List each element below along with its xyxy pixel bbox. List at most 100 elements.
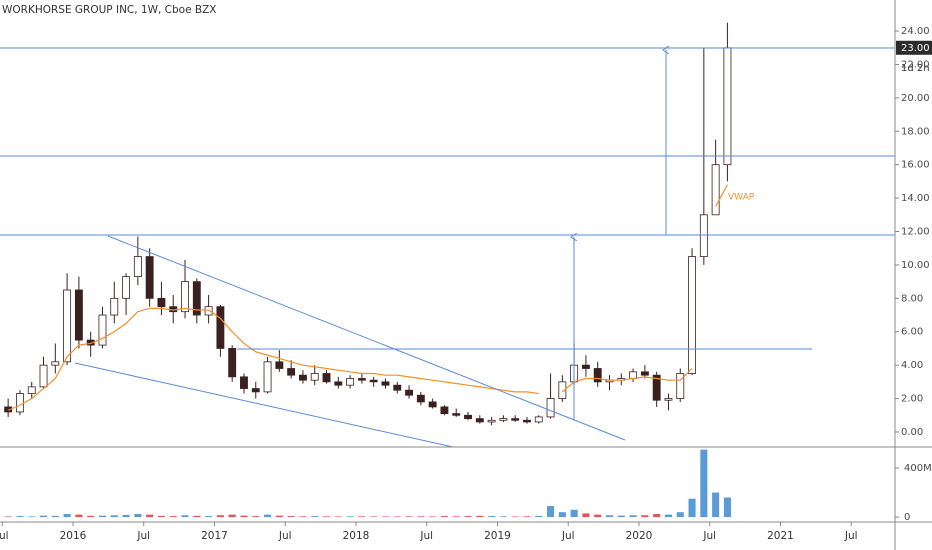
volume-bar <box>629 515 637 518</box>
candle-body <box>310 373 319 381</box>
x-tick-label: 2020 <box>626 530 653 542</box>
candle-body <box>157 297 166 308</box>
x-tick-label: Jul <box>561 530 575 542</box>
volume-bar <box>4 516 12 518</box>
volume-bar <box>334 516 342 518</box>
y-tick-label: 22.00 <box>901 59 930 70</box>
candle-body <box>4 406 13 413</box>
candle-body <box>640 371 649 376</box>
volume-tick-label: 0 <box>904 512 910 523</box>
candle-body <box>181 281 189 313</box>
volume-bar <box>499 516 507 518</box>
volume-bar <box>617 515 625 518</box>
x-tick-label: Jul <box>278 530 292 542</box>
candle-body <box>240 376 248 389</box>
candle-body <box>546 398 555 418</box>
y-tick-label: 0.00 <box>901 427 923 438</box>
volume-bar <box>417 516 425 518</box>
volume-tick-label: 400M <box>904 463 932 474</box>
candle-body <box>475 418 484 423</box>
volume-bar <box>134 514 142 518</box>
volume-bar <box>570 509 578 518</box>
volume-bar <box>688 498 696 518</box>
candle-body <box>192 281 201 316</box>
drawings <box>0 48 895 448</box>
candle-body <box>204 306 213 316</box>
volume-bar <box>535 515 543 518</box>
candle-body <box>15 393 24 413</box>
countdown: 1d 2h <box>901 63 930 74</box>
x-tick-label: Jul <box>702 530 716 542</box>
candle-body <box>63 289 72 363</box>
x-tick-label: Jul <box>0 530 9 542</box>
volume-bar <box>452 516 460 518</box>
volume-bar <box>252 516 260 518</box>
x-tick-label: Jul <box>136 530 150 542</box>
candle-body <box>676 373 685 399</box>
candle-body <box>51 361 60 366</box>
volume-bar <box>547 506 555 518</box>
volume-bar <box>122 514 130 518</box>
y-tick-label: 6.00 <box>901 327 923 338</box>
volume-bar <box>311 516 319 518</box>
plot <box>4 22 732 426</box>
volume-bar <box>110 515 118 518</box>
candle-body <box>287 368 296 376</box>
volume-bar <box>39 515 48 518</box>
volume-bar <box>464 516 472 518</box>
candle-body <box>393 384 402 391</box>
candle-body <box>98 314 107 346</box>
volume-bar <box>146 514 154 518</box>
candle-body <box>110 297 119 316</box>
candle-body <box>452 413 461 416</box>
candle-body <box>39 364 48 388</box>
candle-body <box>593 368 602 383</box>
candle-body <box>381 381 390 386</box>
volume-bar <box>287 516 295 518</box>
volume-bar <box>511 516 519 518</box>
volume-bar <box>87 515 95 518</box>
candle-body <box>133 256 142 278</box>
volume-bar <box>169 516 177 518</box>
candle-body <box>275 361 284 369</box>
candle-body <box>428 401 437 408</box>
volume-bar <box>264 514 272 518</box>
y-tick-label: 4.00 <box>901 360 923 371</box>
volume-bar <box>523 516 531 518</box>
x-tick-label: 2021 <box>767 530 794 542</box>
volume-bar <box>205 516 213 518</box>
vwap-line <box>715 184 728 207</box>
volume-bar <box>700 449 708 518</box>
volume-bar <box>51 515 59 518</box>
volume-bar <box>75 514 83 518</box>
candle-body <box>464 414 472 420</box>
volume-bar <box>193 515 201 518</box>
candle-body <box>664 398 673 401</box>
volume-bar <box>440 516 448 518</box>
candle-body <box>346 378 355 386</box>
y-tick-label: 2.00 <box>901 394 923 405</box>
y-tick-label: 10.00 <box>901 260 930 271</box>
candle-body <box>334 381 343 386</box>
candle-body <box>322 373 331 383</box>
candle-body <box>86 339 95 346</box>
vwap-label: VWAP <box>728 193 755 203</box>
x-tick-label: Jul <box>419 530 433 542</box>
x-tick-label: 2016 <box>60 530 87 542</box>
volume-bar <box>299 516 307 518</box>
y-tick-label: 8.00 <box>901 293 923 304</box>
candle-body <box>122 276 130 299</box>
candle-body <box>298 374 307 381</box>
volume-bar <box>16 516 24 518</box>
volume-bar <box>28 516 36 518</box>
price-pane <box>4 22 732 426</box>
volume-bar <box>181 515 189 518</box>
x-tick-label: 2019 <box>484 530 511 542</box>
candle-body <box>416 394 425 403</box>
candle-body <box>263 361 272 393</box>
volume-bar <box>275 515 283 518</box>
candle-body <box>723 47 732 166</box>
candle-body <box>688 256 696 374</box>
volume-bar <box>98 515 107 518</box>
y-tick-label: 16.00 <box>901 160 930 171</box>
